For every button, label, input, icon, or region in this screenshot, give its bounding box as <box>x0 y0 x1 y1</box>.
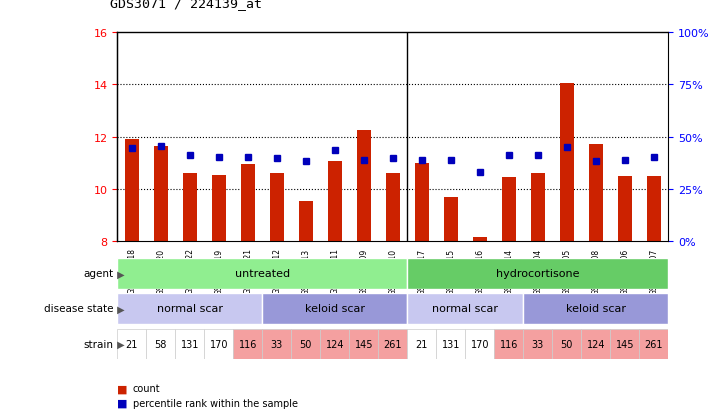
Bar <box>552 329 582 358</box>
Text: 170: 170 <box>471 339 489 349</box>
Text: 145: 145 <box>355 339 373 349</box>
Bar <box>349 329 378 358</box>
Bar <box>204 329 233 358</box>
Bar <box>262 329 292 358</box>
Bar <box>176 329 204 358</box>
Text: 50: 50 <box>299 339 312 349</box>
Bar <box>407 293 523 324</box>
Text: strain: strain <box>84 339 114 349</box>
Bar <box>618 176 632 242</box>
Bar <box>407 258 668 289</box>
Text: 145: 145 <box>616 339 634 349</box>
Text: normal scar: normal scar <box>157 304 223 314</box>
Bar <box>407 329 437 358</box>
Bar <box>321 329 349 358</box>
Text: agent: agent <box>84 268 114 279</box>
Text: 21: 21 <box>126 339 138 349</box>
Text: 58: 58 <box>154 339 167 349</box>
Bar <box>646 176 661 242</box>
Bar <box>292 329 321 358</box>
Text: 33: 33 <box>532 339 544 349</box>
Text: 261: 261 <box>383 339 402 349</box>
Bar <box>146 329 176 358</box>
Text: 116: 116 <box>500 339 518 349</box>
Bar <box>437 329 465 358</box>
Bar <box>639 329 668 358</box>
Bar <box>589 145 603 242</box>
Text: 33: 33 <box>271 339 283 349</box>
Text: 124: 124 <box>587 339 605 349</box>
Text: GDS3071 / 224139_at: GDS3071 / 224139_at <box>110 0 262 10</box>
Bar <box>523 293 668 324</box>
Bar <box>124 140 139 242</box>
Bar <box>299 201 313 242</box>
Text: 131: 131 <box>181 339 199 349</box>
Text: 131: 131 <box>442 339 460 349</box>
Bar <box>212 175 226 242</box>
Text: 261: 261 <box>645 339 663 349</box>
Bar <box>582 329 610 358</box>
Bar <box>117 258 407 289</box>
Bar <box>117 329 146 358</box>
Text: count: count <box>133 383 161 393</box>
Bar <box>269 174 284 242</box>
Bar <box>262 293 407 324</box>
Bar <box>154 147 168 242</box>
Bar <box>415 164 429 242</box>
Text: ▶: ▶ <box>114 268 125 279</box>
Bar <box>610 329 639 358</box>
Text: 50: 50 <box>561 339 573 349</box>
Text: percentile rank within the sample: percentile rank within the sample <box>133 398 298 408</box>
Text: hydrocortisone: hydrocortisone <box>496 268 579 279</box>
Text: 116: 116 <box>239 339 257 349</box>
Bar <box>465 329 494 358</box>
Bar <box>473 238 487 242</box>
Text: 21: 21 <box>416 339 428 349</box>
Text: normal scar: normal scar <box>432 304 498 314</box>
Text: keloid scar: keloid scar <box>305 304 365 314</box>
Bar <box>523 329 552 358</box>
Text: ■: ■ <box>117 383 128 393</box>
Bar <box>530 174 545 242</box>
Text: untreated: untreated <box>235 268 290 279</box>
Bar <box>328 162 342 242</box>
Bar <box>378 329 407 358</box>
Bar <box>357 131 371 242</box>
Bar <box>560 84 574 242</box>
Text: 124: 124 <box>326 339 344 349</box>
Bar <box>494 329 523 358</box>
Text: ▶: ▶ <box>114 339 125 349</box>
Text: keloid scar: keloid scar <box>566 304 626 314</box>
Bar <box>240 165 255 242</box>
Text: ▶: ▶ <box>114 304 125 314</box>
Text: ■: ■ <box>117 398 128 408</box>
Bar <box>117 293 262 324</box>
Bar <box>501 178 516 242</box>
Text: 170: 170 <box>210 339 228 349</box>
Bar <box>233 329 262 358</box>
Bar <box>444 197 458 242</box>
Bar <box>183 174 197 242</box>
Bar <box>385 174 400 242</box>
Text: disease state: disease state <box>44 304 114 314</box>
